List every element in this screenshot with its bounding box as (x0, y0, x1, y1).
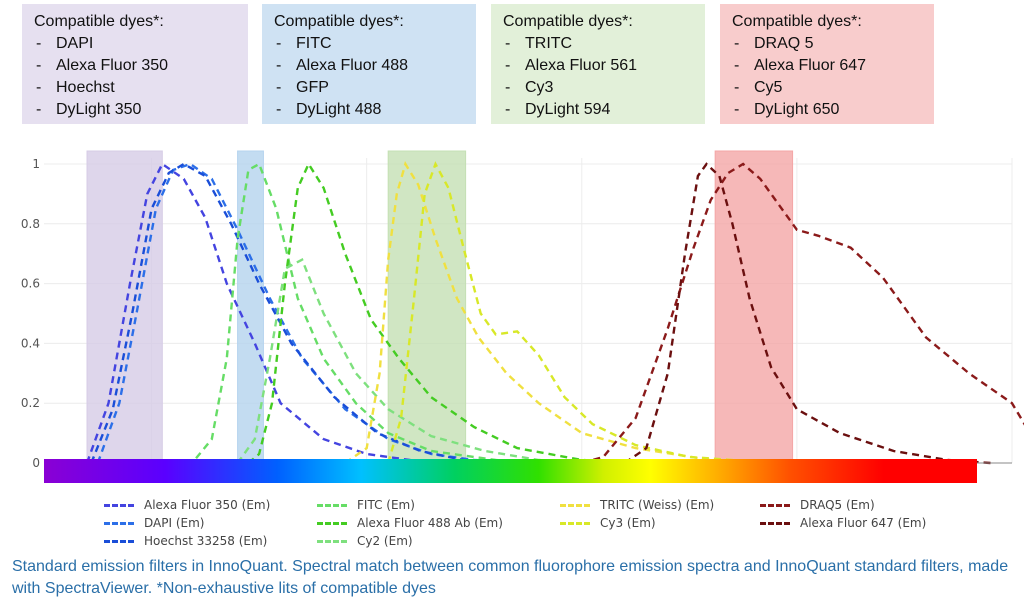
series-line (96, 162, 539, 465)
legend-label: TRITC (Weiss) (Em) (600, 498, 715, 512)
dye-box-draq5-channel: Compatible dyes*: DRAQ 5 Alexa Fluor 647… (720, 4, 934, 124)
caption-lead: Standard emission filters in InnoQuant. (12, 558, 288, 575)
series-line (387, 161, 776, 465)
legend-item: Cy2 (Em) (317, 532, 503, 550)
series-line (344, 161, 797, 465)
dye-item: DRAQ 5 (732, 33, 922, 55)
spectra-lines (85, 161, 1024, 465)
legend-label: Cy2 (Em) (357, 534, 413, 548)
caption-text: Spectral match between common fluorophor… (12, 558, 1009, 597)
dye-item: Alexa Fluor 647 (732, 55, 922, 77)
legend-label: Hoechst 33258 (Em) (144, 534, 268, 548)
legend-column: TRITC (Weiss) (Em) Cy3 (Em) (560, 496, 714, 532)
filter-bands (86, 150, 794, 464)
legend-item: TRITC (Weiss) (Em) (560, 496, 714, 514)
legend-item: Alexa Fluor 488 Ab (Em) (317, 514, 503, 532)
dye-item: Cy5 (732, 77, 922, 99)
legend-item: Alexa Fluor 647 (Em) (760, 514, 926, 532)
dye-item: Alexa Fluor 488 (274, 55, 464, 77)
legend-swatch (104, 540, 134, 543)
dye-list: TRITC Alexa Fluor 561 Cy3 DyLight 594 (503, 33, 693, 121)
legend-column: Alexa Fluor 350 (Em) DAPI (Em) Hoechst 332… (104, 496, 270, 550)
legend-swatch (104, 522, 134, 525)
legend-swatch (317, 522, 347, 525)
legend-item: DAPI (Em) (104, 514, 270, 532)
legend-label: DRAQ5 (Em) (800, 498, 875, 512)
legend-swatch (560, 522, 590, 525)
y-tick-label: 1 (32, 157, 40, 171)
emission-spectra-chart: 0 0.2 0.4 0.6 0.8 1 (21, 150, 1024, 483)
legend-label: FITC (Em) (357, 498, 415, 512)
dye-box-dapi-channel: Compatible dyes*: DAPI Alexa Fluor 350 H… (22, 4, 248, 124)
y-axis-ticks: 0 0.2 0.4 0.6 0.8 1 (21, 157, 40, 470)
series-line (85, 162, 453, 465)
dye-item: TRITC (503, 33, 693, 55)
y-tick-label: 0.6 (21, 277, 40, 291)
legend-item: Alexa Fluor 350 (Em) (104, 496, 270, 514)
legend-label: Alexa Fluor 488 Ab (Em) (357, 516, 503, 530)
dye-box-title: Compatible dyes*: (503, 13, 633, 30)
dye-item: DyLight 594 (503, 99, 693, 121)
figure-caption: Standard emission filters in InnoQuant. … (12, 556, 1012, 600)
legend-label: Cy3 (Em) (600, 516, 656, 530)
y-tick-label: 0.4 (21, 336, 40, 350)
dye-item: FITC (274, 33, 464, 55)
series-line (236, 258, 625, 465)
legend-swatch (317, 504, 347, 507)
series-line (247, 161, 647, 465)
dye-box-fitc-channel: Compatible dyes*: FITC Alexa Fluor 488 G… (262, 4, 476, 124)
dye-item: Alexa Fluor 561 (503, 55, 693, 77)
legend-item: Hoechst 33258 (Em) (104, 532, 270, 550)
filter-band (237, 150, 264, 464)
dye-item: DAPI (34, 33, 236, 55)
legend-swatch (760, 504, 790, 507)
legend-item: FITC (Em) (317, 496, 503, 514)
dye-box-tritc-channel: Compatible dyes*: TRITC Alexa Fluor 561 … (491, 4, 705, 124)
legend-swatch (560, 504, 590, 507)
dye-item: DyLight 488 (274, 99, 464, 121)
chart-gridlines (44, 158, 1013, 464)
legend-item: Cy3 (Em) (560, 514, 714, 532)
dye-item: DyLight 350 (34, 99, 236, 121)
dye-box-title: Compatible dyes*: (732, 13, 862, 30)
dye-box-title: Compatible dyes*: (274, 13, 404, 30)
y-tick-label: 0 (32, 456, 40, 470)
dye-list: DRAQ 5 Alexa Fluor 647 Cy5 DyLight 650 (732, 33, 922, 121)
legend-swatch (317, 540, 347, 543)
dye-item: Cy3 (503, 77, 693, 99)
series-line (581, 162, 1024, 465)
dye-item: GFP (274, 77, 464, 99)
legend-swatch (760, 522, 790, 525)
legend-item: DRAQ5 (Em) (760, 496, 926, 514)
dye-item: Hoechst (34, 77, 236, 99)
dye-list: DAPI Alexa Fluor 350 Hoechst DyLight 350 (34, 33, 236, 121)
dye-box-title: Compatible dyes*: (34, 13, 164, 30)
y-tick-label: 0.8 (21, 217, 40, 231)
legend-column: FITC (Em) Alexa Fluor 488 Ab (Em) Cy2 (Em) (317, 496, 503, 550)
filter-band (714, 150, 794, 464)
legend-label: Alexa Fluor 647 (Em) (800, 516, 927, 530)
legend-swatch (104, 504, 134, 507)
legend-label: Alexa Fluor 350 (Em) (144, 498, 271, 512)
dye-item: Alexa Fluor 350 (34, 55, 236, 77)
dye-item: DyLight 650 (732, 99, 922, 121)
series-line (172, 162, 582, 465)
series-line (624, 162, 991, 465)
y-tick-label: 0.2 (21, 396, 40, 410)
series-line (90, 162, 529, 465)
legend-label: DAPI (Em) (144, 516, 205, 530)
dye-list: FITC Alexa Fluor 488 GFP DyLight 488 (274, 33, 464, 121)
visible-spectrum-bar (44, 459, 977, 483)
legend-column: DRAQ5 (Em) Alexa Fluor 647 (Em) (760, 496, 926, 532)
